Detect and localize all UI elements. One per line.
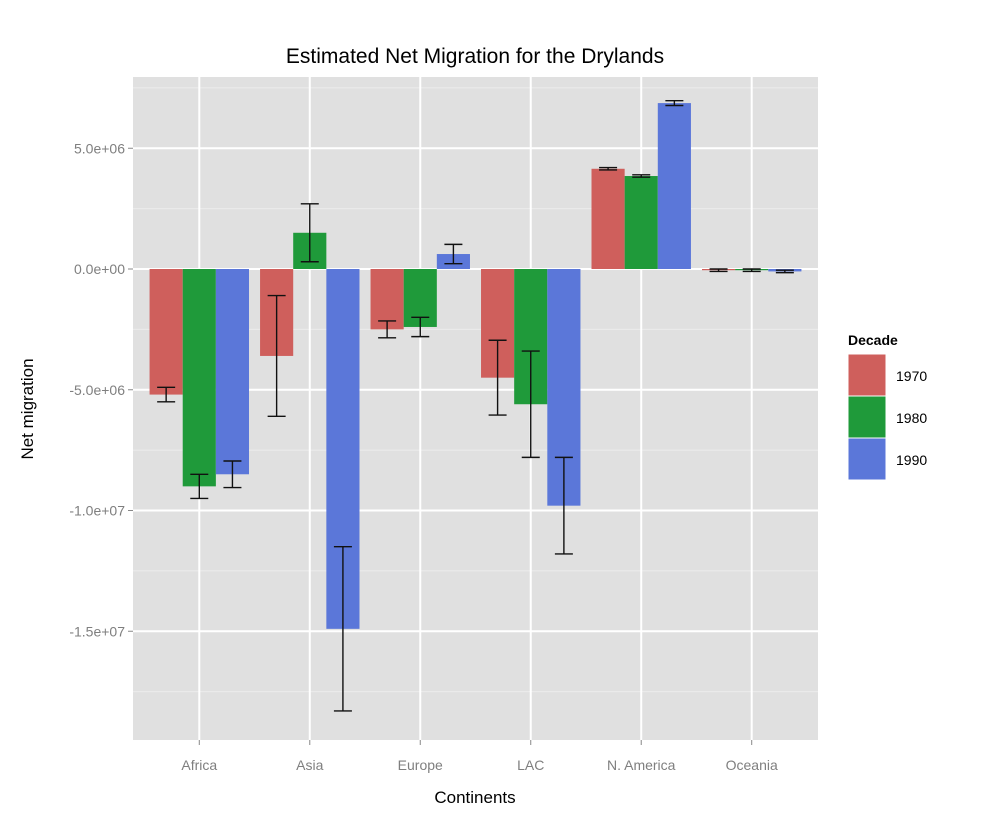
legend: Decade 1970 1980 1990 bbox=[847, 332, 927, 481]
y-axis-label: Net migration bbox=[18, 358, 37, 459]
x-axis-label: Continents bbox=[434, 788, 515, 807]
error-bar bbox=[411, 316, 430, 338]
x-axis-ticks: Africa Asia Europe LAC N. America Oceania bbox=[181, 740, 778, 773]
error-bar bbox=[665, 99, 684, 107]
bars bbox=[149, 99, 802, 712]
legend-key-1980 bbox=[847, 395, 887, 439]
error-bar bbox=[223, 460, 242, 489]
x-tick-label: Africa bbox=[181, 757, 217, 773]
error-bar bbox=[742, 268, 761, 273]
bar-1970-africa bbox=[149, 269, 183, 395]
y-tick-label: -1.5e+07 bbox=[69, 623, 125, 639]
legend-key-1990 bbox=[847, 437, 887, 481]
bar-1980-n-america bbox=[624, 176, 658, 269]
legend-key-1970 bbox=[847, 353, 887, 397]
error-bar bbox=[444, 243, 463, 265]
error-bar bbox=[521, 350, 540, 459]
error-bar bbox=[488, 339, 507, 416]
bar-1990-africa bbox=[215, 269, 250, 475]
y-tick-label: -1.0e+07 bbox=[69, 503, 125, 519]
error-bar bbox=[378, 320, 397, 339]
x-tick-label: Oceania bbox=[726, 757, 778, 773]
error-bar bbox=[709, 268, 728, 273]
y-axis-ticks: 5.0e+06 0.0e+00 -5.0e+06 -1.0e+07 -1.5e+07 bbox=[69, 140, 133, 639]
error-bar bbox=[775, 269, 794, 274]
legend-title: Decade bbox=[848, 332, 898, 348]
bar-1990-n-america bbox=[657, 103, 691, 269]
legend-label-1980: 1980 bbox=[896, 410, 927, 426]
error-bar bbox=[333, 546, 352, 712]
legend-label-1970: 1970 bbox=[896, 368, 927, 384]
error-bar bbox=[190, 473, 209, 500]
bar-1980-africa bbox=[182, 269, 216, 487]
error-bar bbox=[632, 174, 651, 178]
error-bar bbox=[300, 203, 319, 263]
y-tick-label: 0.0e+00 bbox=[74, 261, 125, 277]
x-tick-label: N. America bbox=[607, 757, 676, 773]
error-bar bbox=[267, 294, 286, 418]
error-bar bbox=[157, 386, 176, 403]
x-tick-label: LAC bbox=[517, 757, 544, 773]
x-tick-label: Asia bbox=[296, 757, 323, 773]
x-tick-label: Europe bbox=[398, 757, 443, 773]
legend-label-1990: 1990 bbox=[896, 452, 927, 468]
y-tick-label: -5.0e+06 bbox=[69, 382, 125, 398]
bar-1970-europe bbox=[370, 269, 404, 330]
error-bar bbox=[599, 166, 618, 171]
error-bar bbox=[554, 456, 573, 555]
chart-title: Estimated Net Migration for the Drylands bbox=[286, 45, 664, 68]
y-tick-label: 5.0e+06 bbox=[74, 140, 125, 156]
bar-1970-n-america bbox=[591, 168, 625, 269]
